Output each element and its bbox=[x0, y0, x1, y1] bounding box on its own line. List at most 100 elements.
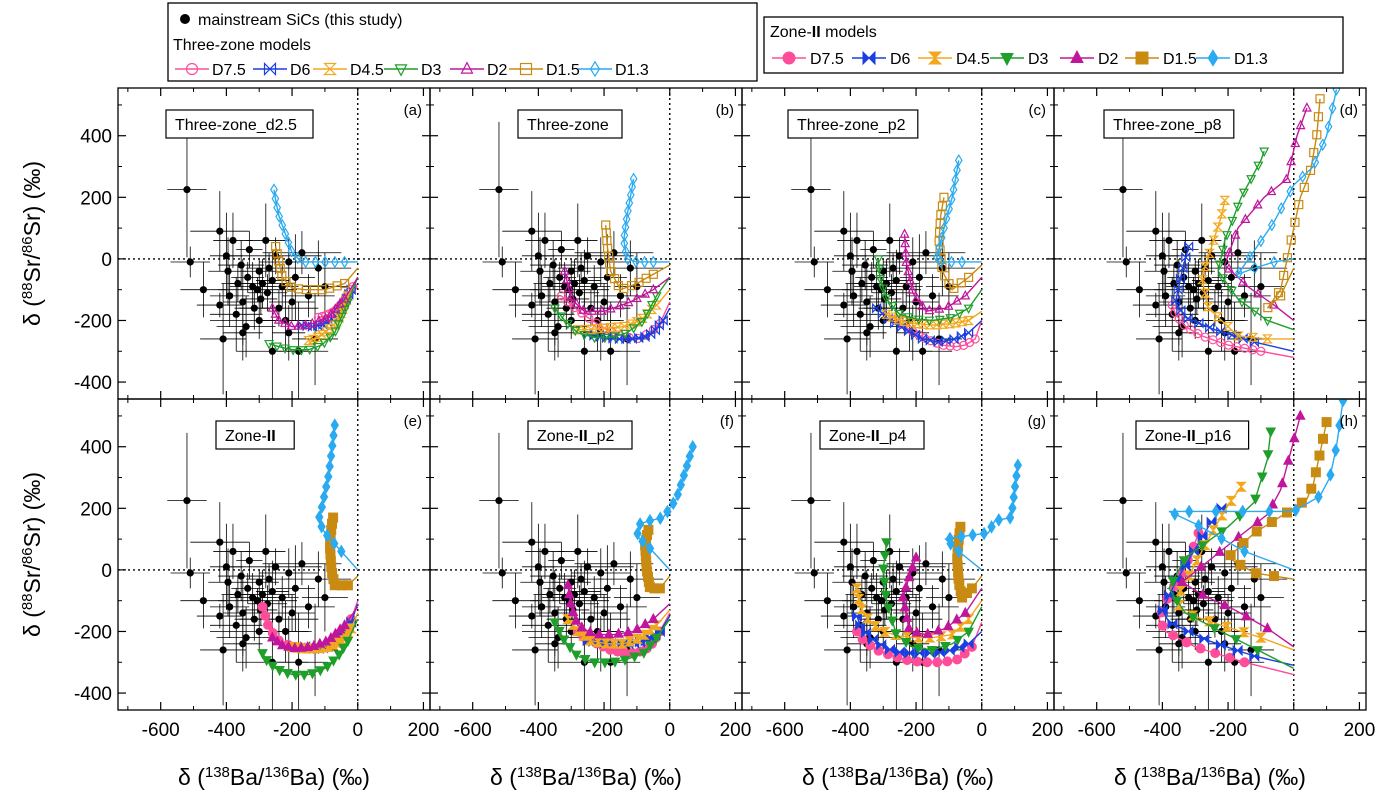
model-marker-D2 bbox=[911, 626, 923, 637]
sic-data-point bbox=[1201, 575, 1209, 583]
legend-marker bbox=[323, 62, 337, 76]
model-marker-D7_5 bbox=[964, 337, 975, 348]
model-marker-D2 bbox=[922, 627, 934, 638]
axis-title-part: δ ( bbox=[178, 764, 205, 790]
model-marker-D1_5 bbox=[1313, 112, 1324, 122]
model-marker-D3 bbox=[940, 642, 951, 653]
model-label: Three-zone_p2 bbox=[797, 117, 906, 134]
model-marker-D3 bbox=[1217, 245, 1228, 256]
sic-data-point bbox=[183, 186, 191, 194]
sic-data-point bbox=[263, 289, 272, 297]
sic-data-point bbox=[255, 267, 263, 275]
sic-data-point bbox=[288, 298, 296, 306]
model-label: Three-zone_p8 bbox=[1113, 117, 1222, 134]
model-curve-D1_3 bbox=[273, 189, 358, 263]
model-label: Three-zone bbox=[527, 117, 609, 134]
axes-text-layer: -400 -200 0 200 400 -600 -400 -200 0 200 -400 -200 0… bbox=[19, 127, 1376, 790]
legend-label: D3 bbox=[1028, 51, 1049, 68]
model-marker-D1_3 bbox=[1286, 185, 1295, 198]
sic-data-point bbox=[856, 310, 864, 318]
model-marker-D1_3 bbox=[281, 227, 290, 241]
model-marker-D1_3 bbox=[638, 534, 647, 549]
sic-data-point bbox=[242, 634, 250, 642]
sic-data-point bbox=[1135, 286, 1143, 294]
model-marker-D2 bbox=[563, 282, 574, 293]
model-marker-D3 bbox=[556, 312, 567, 322]
model-label-part: II bbox=[1187, 428, 1196, 445]
model-label-box bbox=[819, 420, 925, 450]
model-marker-D1_3 bbox=[329, 428, 338, 443]
sic-data-point bbox=[268, 587, 276, 596]
model-marker-D2 bbox=[587, 305, 598, 315]
sic-data-point bbox=[244, 273, 252, 281]
sic-data-point bbox=[239, 298, 247, 306]
model-marker-D6 bbox=[894, 646, 905, 658]
model-marker-D1_3 bbox=[1008, 501, 1017, 515]
model-marker-D3 bbox=[325, 333, 336, 343]
sic-data-point bbox=[1189, 597, 1198, 605]
model-marker-D1_5 bbox=[1286, 235, 1296, 245]
model-marker-D2 bbox=[339, 619, 350, 630]
model-marker-D2 bbox=[901, 611, 913, 622]
sic-data-point bbox=[574, 236, 582, 245]
model-marker-D2 bbox=[1219, 599, 1231, 610]
model-marker-D4_5 bbox=[1204, 248, 1215, 258]
sic-data-point bbox=[1165, 236, 1173, 245]
x-axis-title: δ (138Ba/136Ba) (‰) bbox=[1114, 764, 1306, 791]
sic-data-point bbox=[1180, 273, 1188, 281]
sic-data-point bbox=[219, 646, 227, 654]
legend-item-three-zone-D4_5: D4.5 bbox=[313, 62, 384, 79]
model-label-part: Three-zone_d2.5 bbox=[175, 117, 297, 134]
model-marker-D1_5 bbox=[1299, 182, 1309, 192]
sic-data-point bbox=[915, 273, 923, 281]
model-marker-D1_5 bbox=[293, 284, 304, 294]
model-marker-D3 bbox=[579, 331, 590, 341]
sic-data-point bbox=[275, 615, 283, 623]
model-marker-D1_3 bbox=[625, 196, 634, 210]
sic-data-point bbox=[922, 249, 930, 257]
sic-data-point bbox=[528, 538, 536, 546]
model-marker-D2 bbox=[584, 626, 596, 637]
model-marker-D1_5 bbox=[1294, 200, 1304, 210]
model-marker-D7_5 bbox=[1210, 648, 1221, 659]
model-marker-D2 bbox=[934, 303, 945, 313]
model-marker-D2 bbox=[903, 621, 915, 633]
model-marker-D3 bbox=[1259, 147, 1270, 158]
sic-data-point bbox=[1162, 292, 1170, 300]
legend-item-three-zone-D6: D6 bbox=[253, 62, 311, 79]
model-marker-D3 bbox=[261, 656, 272, 667]
sic-data-point bbox=[1158, 252, 1166, 260]
model-marker-D2 bbox=[897, 591, 909, 602]
legend-box-three-zone bbox=[167, 2, 758, 82]
model-marker-D1_3 bbox=[284, 236, 293, 249]
model-marker-D1_5 bbox=[1251, 568, 1262, 579]
sic-data-point bbox=[1175, 640, 1183, 648]
model-marker-D7_5 bbox=[1174, 314, 1184, 324]
x-tick-label: 0 bbox=[352, 720, 363, 741]
model-marker-D3 bbox=[629, 652, 640, 663]
model-marker-D3 bbox=[579, 655, 591, 666]
sic-data-point bbox=[1158, 563, 1166, 571]
model-marker-D1_3 bbox=[621, 245, 630, 258]
sic-data-point bbox=[1119, 186, 1127, 194]
legend-item-zone-ii-D4_5: D4.5 bbox=[918, 51, 990, 68]
model-marker-D1_3 bbox=[330, 536, 339, 551]
sic-data-point bbox=[541, 547, 549, 556]
model-marker-D6 bbox=[877, 308, 887, 319]
x-tick-label: 200 bbox=[720, 720, 752, 741]
sic-data-point bbox=[616, 292, 625, 300]
model-marker-D3 bbox=[642, 309, 653, 320]
legend-label: D1.5 bbox=[1163, 51, 1197, 68]
model-marker-D1_3 bbox=[1013, 458, 1023, 473]
model-marker-D2 bbox=[561, 273, 572, 284]
model-marker-D4_5 bbox=[1235, 481, 1247, 492]
sic-data-point bbox=[557, 557, 565, 565]
model-marker-D3 bbox=[1262, 450, 1274, 461]
model-marker-D3 bbox=[893, 309, 904, 320]
model-marker-D1_5 bbox=[1266, 516, 1277, 527]
sic-data-point bbox=[1234, 249, 1242, 257]
legend-item-zone-ii-D2: D2 bbox=[1060, 50, 1119, 68]
model-marker-D2 bbox=[942, 620, 954, 631]
model-marker-D1_5 bbox=[1269, 571, 1280, 582]
sic-data-point bbox=[288, 609, 296, 617]
